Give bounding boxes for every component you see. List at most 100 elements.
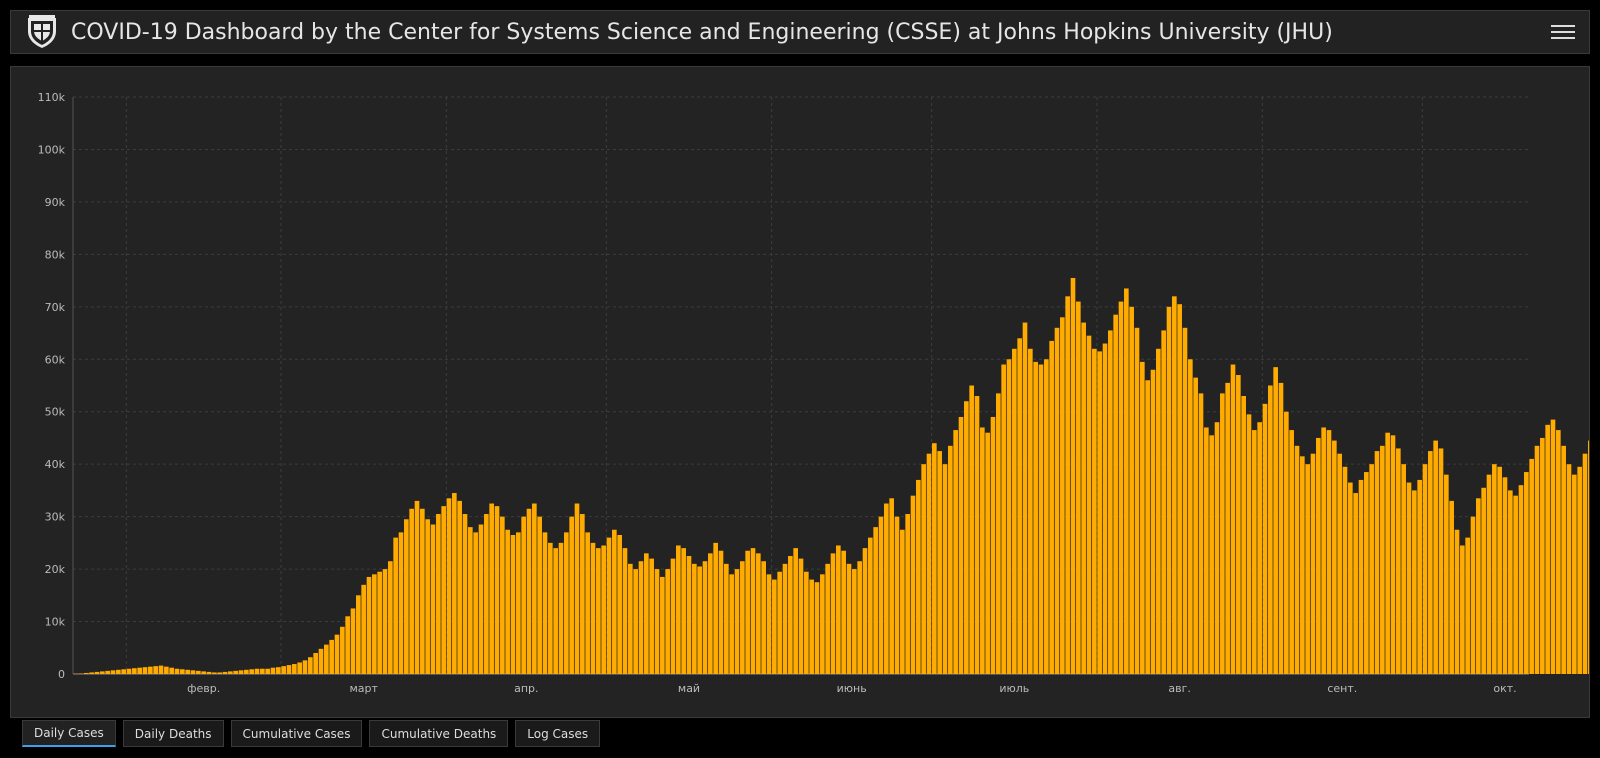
- tab-daily-cases[interactable]: Daily Cases: [22, 720, 116, 747]
- bar: [916, 479, 921, 674]
- bar: [1294, 445, 1300, 674]
- bar: [932, 443, 937, 674]
- bar: [436, 514, 441, 674]
- x-tick-label: май: [678, 682, 700, 695]
- y-tick-label: 70k: [45, 301, 66, 314]
- bar: [489, 503, 494, 674]
- bar: [804, 571, 809, 674]
- bar: [686, 555, 692, 674]
- bar: [286, 665, 292, 674]
- bar: [1054, 327, 1060, 674]
- bar: [622, 548, 628, 674]
- bar: [372, 574, 377, 674]
- bar: [702, 561, 708, 674]
- bar: [174, 668, 180, 674]
- bar: [990, 416, 996, 674]
- bar: [1060, 317, 1065, 674]
- bar: [110, 670, 116, 674]
- bar: [542, 532, 548, 674]
- bar: [84, 672, 89, 674]
- bar: [590, 542, 596, 674]
- bar: [153, 666, 158, 674]
- bar: [1444, 474, 1449, 674]
- bar: [329, 639, 334, 674]
- bar: [121, 669, 126, 674]
- bar: [1406, 482, 1412, 674]
- bar: [1214, 422, 1220, 674]
- bar: [249, 669, 254, 674]
- bar: [1177, 304, 1182, 674]
- bar: [1310, 453, 1316, 674]
- bar: [654, 569, 660, 674]
- bar: [1172, 296, 1177, 674]
- bar: [420, 508, 425, 674]
- tab-cumulative-cases[interactable]: Cumulative Cases: [230, 720, 363, 747]
- bar: [532, 503, 537, 674]
- bar: [1284, 411, 1289, 674]
- bar: [900, 529, 905, 674]
- tab-daily-deaths[interactable]: Daily Deaths: [122, 720, 224, 747]
- bar: [1268, 385, 1273, 674]
- bar: [569, 516, 574, 674]
- bar: [745, 550, 750, 674]
- bar: [777, 571, 782, 674]
- y-tick-label: 80k: [45, 248, 66, 261]
- bar: [1134, 327, 1140, 674]
- bar: [302, 660, 308, 674]
- bar: [190, 670, 196, 674]
- bar: [942, 464, 948, 674]
- bar: [1124, 288, 1129, 674]
- bar: [697, 566, 702, 674]
- bar: [1556, 430, 1561, 674]
- bar: [265, 668, 270, 674]
- bar: [676, 545, 681, 674]
- bar: [1273, 367, 1278, 674]
- bar: [201, 671, 206, 674]
- bar: [1497, 466, 1502, 674]
- bar: [1470, 516, 1476, 674]
- bar: [1156, 348, 1161, 674]
- bar: [782, 563, 788, 674]
- bar: [1140, 361, 1145, 674]
- bar: [740, 561, 745, 674]
- bar: [606, 537, 612, 674]
- bar: [318, 648, 324, 674]
- bar: [148, 666, 153, 674]
- bar: [1465, 537, 1470, 674]
- y-tick-label: 60k: [45, 353, 66, 366]
- bar: [116, 669, 121, 674]
- bar: [1332, 440, 1337, 674]
- bar: [452, 493, 457, 674]
- bar: [1193, 377, 1198, 674]
- bar: [564, 532, 569, 674]
- bar: [1316, 437, 1321, 674]
- bar: [276, 667, 281, 674]
- tab-log-cases[interactable]: Log Cases: [515, 720, 601, 747]
- bar: [852, 569, 857, 674]
- bar: [660, 576, 665, 674]
- bar: [1102, 343, 1108, 674]
- bar: [1449, 500, 1454, 674]
- bar: [1049, 340, 1054, 674]
- bar: [809, 579, 814, 674]
- bar: [388, 561, 393, 674]
- bar: [1166, 306, 1172, 674]
- bar: [1044, 359, 1049, 674]
- bar: [313, 653, 318, 674]
- bar: [761, 561, 766, 674]
- tab-cumulative-deaths[interactable]: Cumulative Deaths: [369, 720, 509, 747]
- hamburger-menu-icon[interactable]: [1551, 21, 1575, 43]
- bar: [169, 667, 174, 674]
- bar: [1433, 440, 1438, 674]
- bar: [638, 561, 644, 674]
- bar: [820, 574, 825, 674]
- bar: [894, 516, 900, 674]
- bar: [1326, 430, 1332, 674]
- bar: [1022, 322, 1028, 674]
- bar: [382, 569, 388, 674]
- bar: [537, 516, 542, 674]
- bar: [948, 445, 953, 674]
- bar: [228, 671, 233, 674]
- x-tick-label: авг.: [1168, 682, 1191, 695]
- bar: [1198, 393, 1204, 674]
